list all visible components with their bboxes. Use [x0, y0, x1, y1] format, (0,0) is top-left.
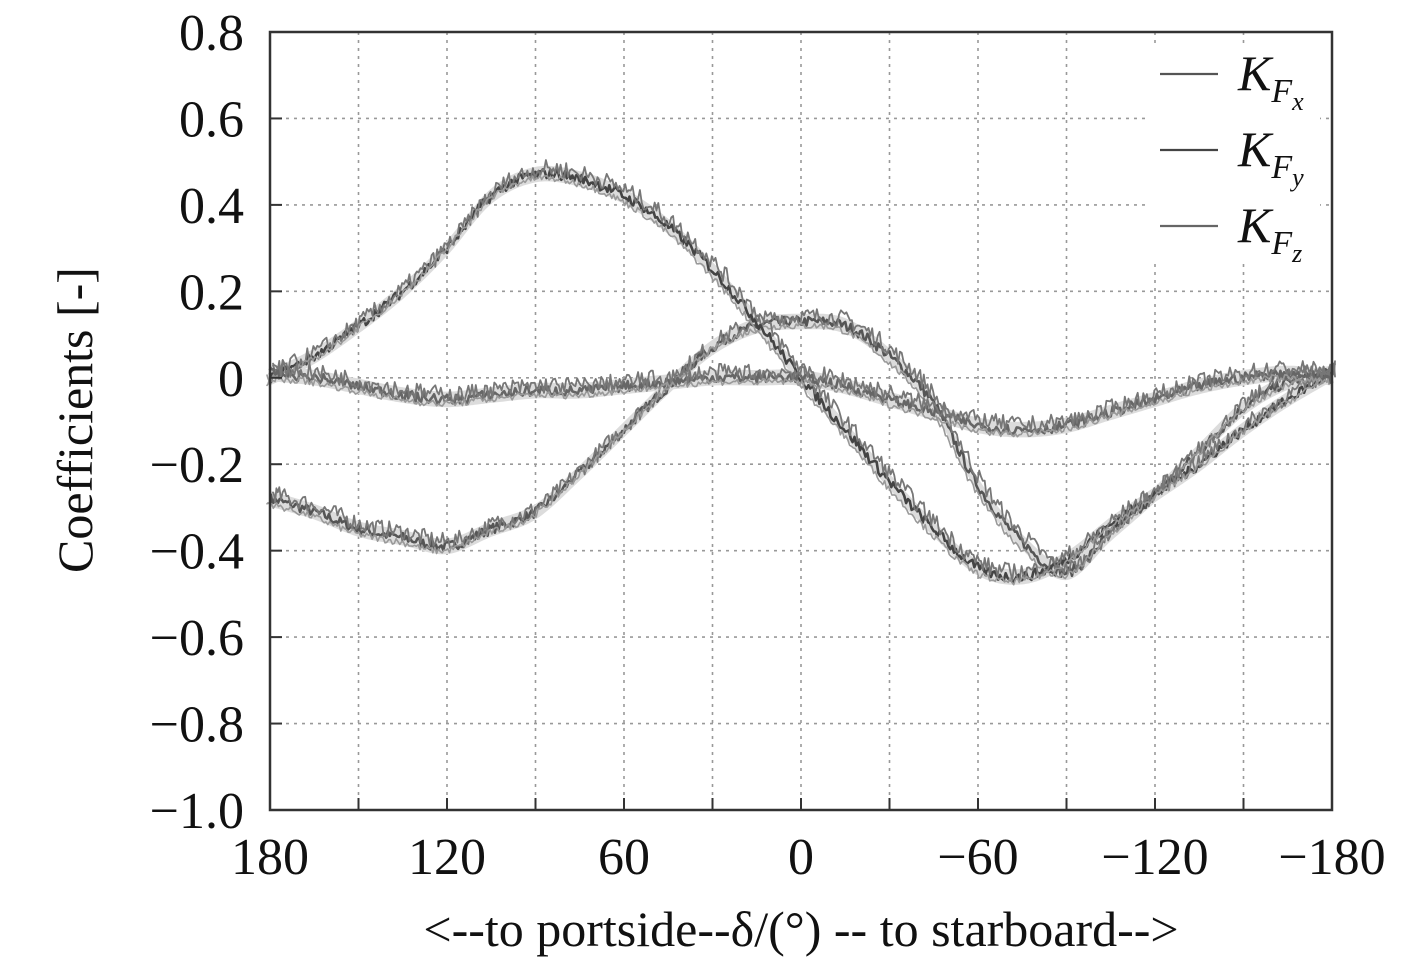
- series-line-KFz-2: [272, 359, 1336, 433]
- x-tick-label: −60: [937, 829, 1018, 886]
- legend-background: [1150, 44, 1320, 264]
- y-tick-label: 0: [218, 351, 244, 408]
- y-tick-labels: 0.8 0.6 0.4 0.2 0 −0.2 −0.4 −0.6 −0.8 −1.0: [150, 5, 244, 840]
- x-tick-label: −120: [1101, 829, 1208, 886]
- x-tick-label: 120: [408, 829, 486, 886]
- x-tick-label: 0: [788, 829, 814, 886]
- series-line-KFy-3: [266, 174, 1330, 586]
- axis-ticks: [269, 31, 1333, 811]
- legend-label-KFz: KFz: [1237, 197, 1302, 268]
- y-axis-label: Coefficients [-]: [47, 267, 103, 573]
- legend-label-KFx: KFx: [1237, 45, 1304, 116]
- x-axis-label: <--to portside--δ/(°) -- to starboard-->: [423, 901, 1178, 957]
- y-tick-label: −1.0: [150, 783, 244, 840]
- x-tick-labels: 180 120 60 0 −60 −120 −180: [231, 829, 1386, 886]
- x-tick-label: −180: [1278, 829, 1385, 886]
- series-line-KFz-3: [266, 374, 1330, 438]
- legend-label-KFy: KFy: [1237, 121, 1304, 192]
- y-tick-label: −0.4: [150, 524, 244, 581]
- x-tick-label: 60: [598, 829, 650, 886]
- series-group: [266, 159, 1336, 586]
- y-tick-label: −0.2: [150, 437, 244, 494]
- y-tick-label: −0.6: [150, 610, 244, 667]
- series-line-KFz-1: [268, 367, 1334, 435]
- series-line-KFy-2: [272, 159, 1336, 582]
- y-tick-label: 0.2: [179, 264, 244, 321]
- series-line-KFx-2: [272, 308, 1336, 574]
- y-tick-label: −0.8: [150, 697, 244, 754]
- x-tick-label: 180: [231, 829, 309, 886]
- y-tick-label: 0.6: [179, 91, 244, 148]
- y-tick-label: 0.8: [179, 5, 244, 62]
- y-tick-label: 0.4: [179, 178, 244, 235]
